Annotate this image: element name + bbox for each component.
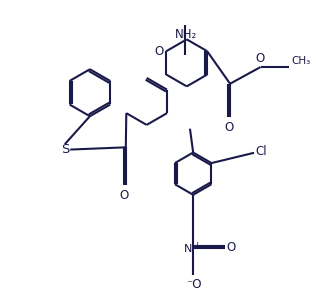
Text: O: O xyxy=(155,45,164,58)
Text: S: S xyxy=(61,143,69,156)
Text: +: + xyxy=(193,241,201,250)
Text: Cl: Cl xyxy=(256,145,267,159)
Text: O: O xyxy=(120,188,129,202)
Text: ⁻O: ⁻O xyxy=(186,278,202,292)
Text: O: O xyxy=(224,121,233,134)
Text: CH₃: CH₃ xyxy=(291,56,310,66)
Text: O: O xyxy=(255,52,264,65)
Text: O: O xyxy=(227,241,236,254)
Text: N: N xyxy=(184,244,192,254)
Text: NH₂: NH₂ xyxy=(175,28,197,41)
